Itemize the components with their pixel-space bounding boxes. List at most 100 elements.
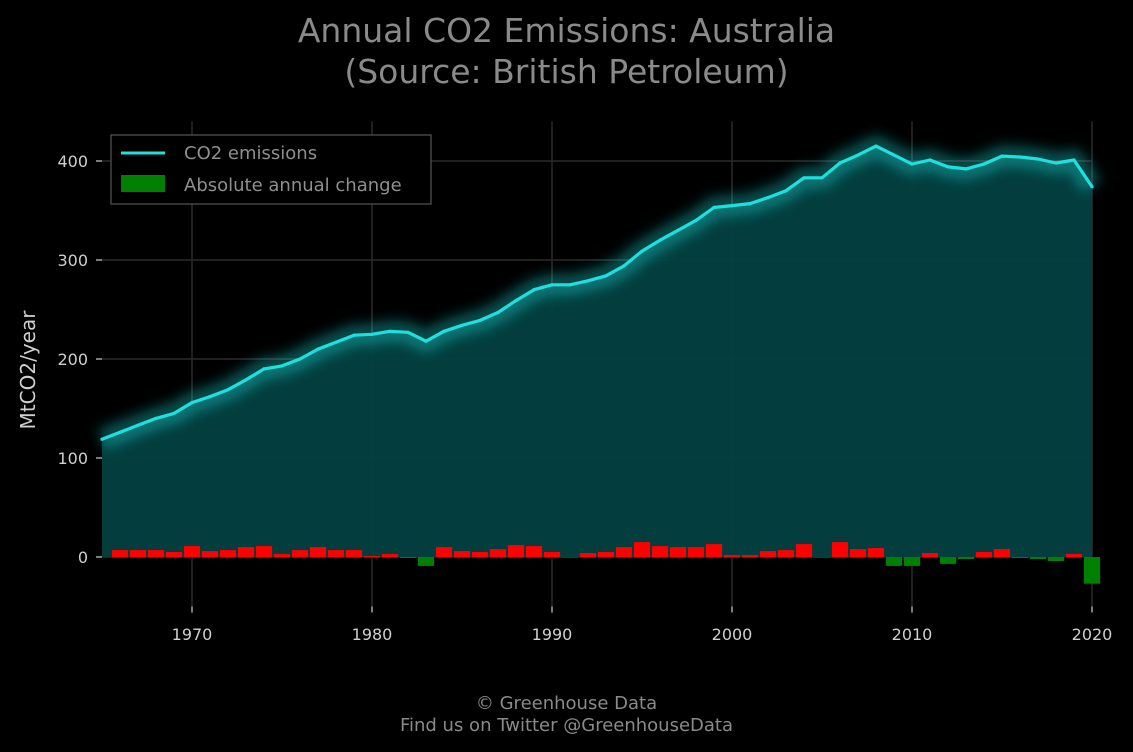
legend-label-emissions: CO2 emissions	[184, 143, 317, 164]
emissions-point	[262, 367, 266, 371]
change-bar	[867, 548, 885, 557]
y-tick-label: 200	[57, 350, 88, 369]
change-bar	[759, 551, 777, 557]
x-tick-label: 1980	[352, 625, 393, 644]
change-bar	[993, 549, 1011, 557]
change-bar	[345, 550, 363, 557]
change-bar	[795, 544, 813, 557]
x-tick-label: 2020	[1072, 625, 1113, 644]
emissions-point	[388, 329, 392, 333]
emissions-point	[1018, 155, 1022, 159]
emissions-point	[604, 274, 608, 278]
emissions-point	[748, 202, 752, 206]
change-bar	[741, 555, 759, 557]
emissions-point	[532, 288, 536, 292]
emissions-point	[928, 158, 932, 162]
emissions-point	[424, 339, 428, 343]
change-bar	[615, 547, 633, 557]
change-bar	[363, 556, 381, 557]
emissions-point	[550, 283, 554, 287]
change-bar	[201, 551, 219, 557]
emissions-line-group	[98, 135, 1102, 450]
change-bar	[237, 547, 255, 557]
x-tick-label: 1990	[532, 625, 573, 644]
emissions-point	[784, 189, 788, 193]
emissions-point	[1090, 185, 1094, 189]
change-bar	[1011, 557, 1029, 558]
change-bar	[1029, 557, 1047, 559]
change-bar	[165, 552, 183, 557]
emissions-point	[280, 364, 284, 368]
emissions-point	[226, 388, 230, 392]
change-bar	[147, 550, 165, 557]
emissions-point	[208, 395, 212, 399]
y-tick-label: 300	[57, 251, 88, 270]
emissions-point	[568, 283, 572, 287]
emissions-point	[1000, 154, 1004, 158]
emissions-point	[802, 176, 806, 180]
change-bar	[1065, 554, 1083, 557]
legend-bar-swatch	[121, 175, 165, 192]
emissions-point	[838, 161, 842, 165]
change-bar	[885, 557, 903, 566]
change-bar	[309, 547, 327, 557]
axes: 1970 1980 1990 2000 2010 2020 0 100 200 300 400	[57, 152, 1112, 644]
footer-copyright: © Greenhouse Data	[475, 693, 658, 714]
change-bar	[291, 550, 309, 557]
emissions-point	[730, 204, 734, 208]
change-bar	[129, 550, 147, 557]
change-bar	[1047, 557, 1065, 561]
x-tick-label: 2000	[712, 625, 753, 644]
change-bar	[849, 549, 867, 557]
legend-box	[110, 134, 432, 205]
emissions-point	[856, 153, 860, 157]
change-bar	[669, 547, 687, 557]
change-bar	[651, 546, 669, 557]
emissions-point	[442, 329, 446, 333]
emissions-point	[154, 416, 158, 420]
change-bar	[381, 554, 399, 557]
change-bar	[327, 550, 345, 557]
emissions-point	[478, 318, 482, 322]
emissions-point	[352, 333, 356, 337]
change-bar	[921, 553, 939, 557]
chart-subtitle: (Source: British Petroleum)	[344, 52, 789, 91]
emissions-point	[136, 423, 140, 427]
x-tick-label: 1970	[172, 625, 213, 644]
emissions-point	[298, 357, 302, 361]
change-bar	[273, 554, 291, 557]
change-bar	[939, 557, 957, 564]
change-bar	[489, 549, 507, 557]
change-bar	[453, 551, 471, 557]
change-bar	[831, 542, 849, 557]
x-tick-label: 2010	[892, 625, 933, 644]
emissions-point	[370, 332, 374, 336]
change-bar	[1083, 557, 1101, 584]
emissions-point	[244, 378, 248, 382]
emissions-point	[622, 264, 626, 268]
emissions-point	[766, 196, 770, 200]
change-bar	[957, 557, 975, 559]
footer-twitter: Find us on Twitter @GreenhouseData	[399, 715, 734, 736]
change-bar	[579, 553, 597, 557]
change-bar	[975, 552, 993, 557]
change-bar	[903, 557, 921, 566]
change-bar	[219, 550, 237, 557]
chart-title: Annual CO2 Emissions: Australia	[297, 11, 836, 50]
change-bar	[633, 542, 651, 557]
emissions-point	[964, 167, 968, 171]
emissions-point	[1072, 158, 1076, 162]
emissions-point	[514, 299, 518, 303]
change-bar	[471, 552, 489, 557]
emissions-point	[118, 430, 122, 434]
y-tick-label: 400	[57, 152, 88, 171]
emissions-point	[874, 144, 878, 148]
emissions-line	[101, 144, 1094, 441]
emissions-point	[658, 238, 662, 242]
emissions-point	[1054, 161, 1058, 165]
emissions-point	[586, 279, 590, 283]
change-bar	[111, 550, 129, 557]
emissions-point	[406, 330, 410, 334]
emissions-point	[982, 162, 986, 166]
emissions-area	[102, 146, 1092, 557]
